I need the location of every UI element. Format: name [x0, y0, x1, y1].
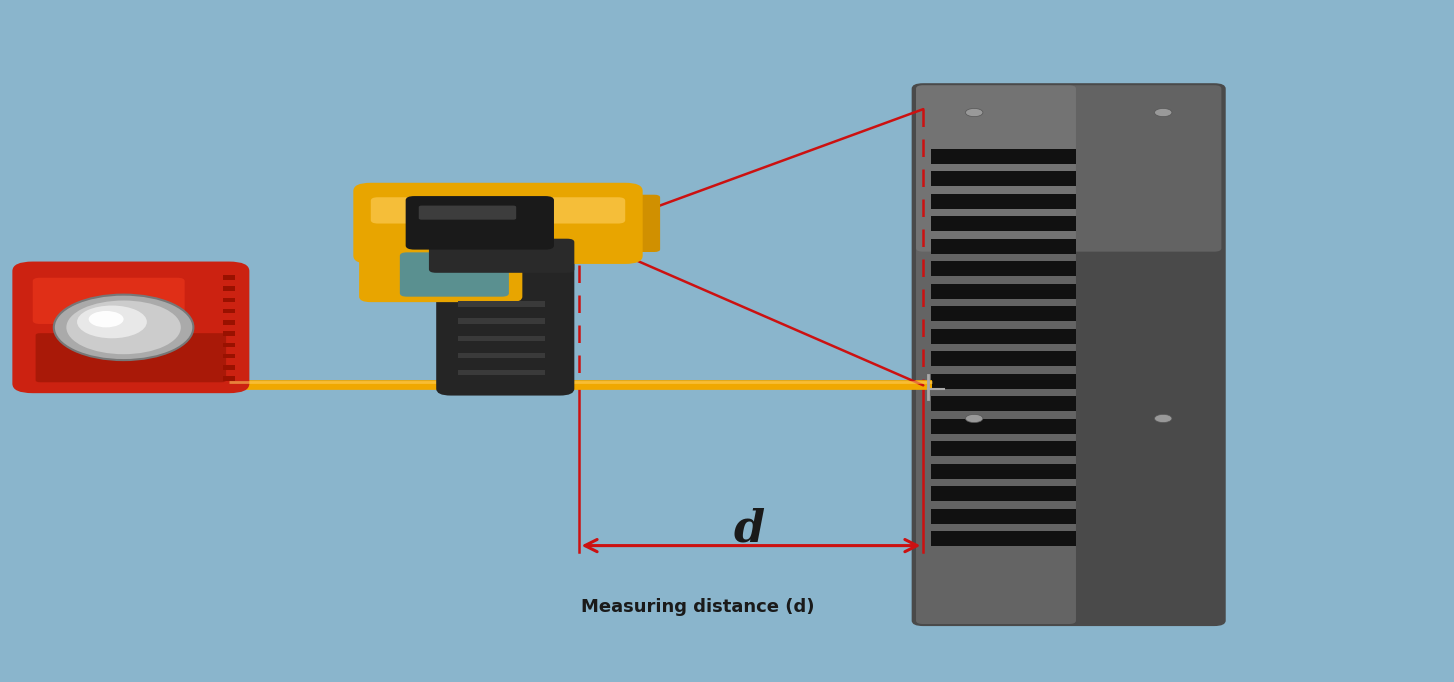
- Bar: [458, 301, 545, 307]
- FancyBboxPatch shape: [916, 85, 1221, 252]
- FancyBboxPatch shape: [359, 240, 522, 302]
- Bar: [931, 464, 1076, 479]
- Bar: [224, 354, 236, 358]
- Bar: [931, 374, 1076, 389]
- Bar: [458, 370, 545, 375]
- Bar: [931, 329, 1076, 344]
- Circle shape: [77, 306, 147, 338]
- FancyBboxPatch shape: [32, 278, 185, 324]
- Bar: [224, 331, 236, 336]
- Bar: [931, 531, 1076, 546]
- Text: d: d: [733, 507, 765, 550]
- Circle shape: [965, 415, 983, 423]
- FancyBboxPatch shape: [353, 183, 643, 264]
- Circle shape: [965, 108, 983, 117]
- Bar: [458, 353, 545, 358]
- Bar: [458, 318, 545, 324]
- FancyBboxPatch shape: [436, 232, 574, 396]
- FancyBboxPatch shape: [916, 85, 1076, 624]
- Bar: [224, 309, 236, 313]
- Circle shape: [89, 311, 124, 327]
- FancyBboxPatch shape: [429, 239, 574, 273]
- Bar: [931, 306, 1076, 321]
- FancyBboxPatch shape: [400, 252, 509, 297]
- Bar: [931, 149, 1076, 164]
- Bar: [458, 336, 545, 341]
- Bar: [931, 171, 1076, 186]
- Bar: [224, 342, 236, 347]
- Bar: [224, 286, 236, 291]
- FancyBboxPatch shape: [371, 197, 625, 224]
- Bar: [931, 261, 1076, 276]
- Circle shape: [1154, 415, 1172, 423]
- Circle shape: [1154, 108, 1172, 117]
- Bar: [224, 297, 236, 302]
- Bar: [931, 239, 1076, 254]
- Bar: [931, 396, 1076, 411]
- Circle shape: [54, 295, 193, 360]
- Bar: [931, 351, 1076, 366]
- FancyBboxPatch shape: [35, 333, 227, 382]
- Bar: [224, 365, 236, 370]
- FancyBboxPatch shape: [605, 195, 660, 252]
- Bar: [931, 509, 1076, 524]
- Circle shape: [67, 301, 180, 354]
- Bar: [224, 275, 236, 280]
- Bar: [224, 376, 236, 381]
- Bar: [931, 284, 1076, 299]
- FancyBboxPatch shape: [912, 83, 1226, 626]
- Bar: [931, 441, 1076, 456]
- FancyBboxPatch shape: [406, 196, 554, 250]
- Bar: [931, 419, 1076, 434]
- Text: Measuring distance (d): Measuring distance (d): [582, 598, 814, 616]
- Bar: [224, 320, 236, 325]
- FancyBboxPatch shape: [12, 261, 250, 393]
- FancyBboxPatch shape: [419, 205, 516, 220]
- Bar: [931, 216, 1076, 231]
- Bar: [931, 194, 1076, 209]
- Bar: [931, 486, 1076, 501]
